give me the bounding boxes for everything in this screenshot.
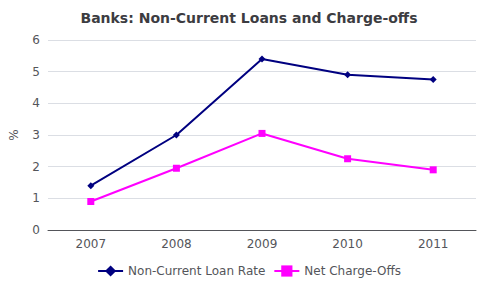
- svg-text:4: 4: [32, 96, 40, 110]
- svg-text:2011: 2011: [418, 237, 449, 251]
- svg-text:2009: 2009: [247, 237, 278, 251]
- svg-text:2008: 2008: [161, 237, 192, 251]
- svg-text:2007: 2007: [76, 237, 107, 251]
- svg-text:Non-Current Loan Rate: Non-Current Loan Rate: [128, 264, 265, 278]
- svg-text:2: 2: [32, 160, 40, 174]
- svg-text:5: 5: [32, 65, 40, 79]
- svg-text:1: 1: [32, 191, 40, 205]
- svg-text:%: %: [7, 129, 21, 140]
- svg-text:Banks: Non-Current Loans and C: Banks: Non-Current Loans and Charge-offs: [80, 10, 417, 26]
- svg-text:Net Charge-Offs: Net Charge-Offs: [304, 264, 401, 278]
- svg-text:6: 6: [32, 33, 40, 47]
- svg-text:0: 0: [32, 223, 40, 237]
- svg-text:2010: 2010: [332, 237, 363, 251]
- svg-text:3: 3: [32, 128, 40, 142]
